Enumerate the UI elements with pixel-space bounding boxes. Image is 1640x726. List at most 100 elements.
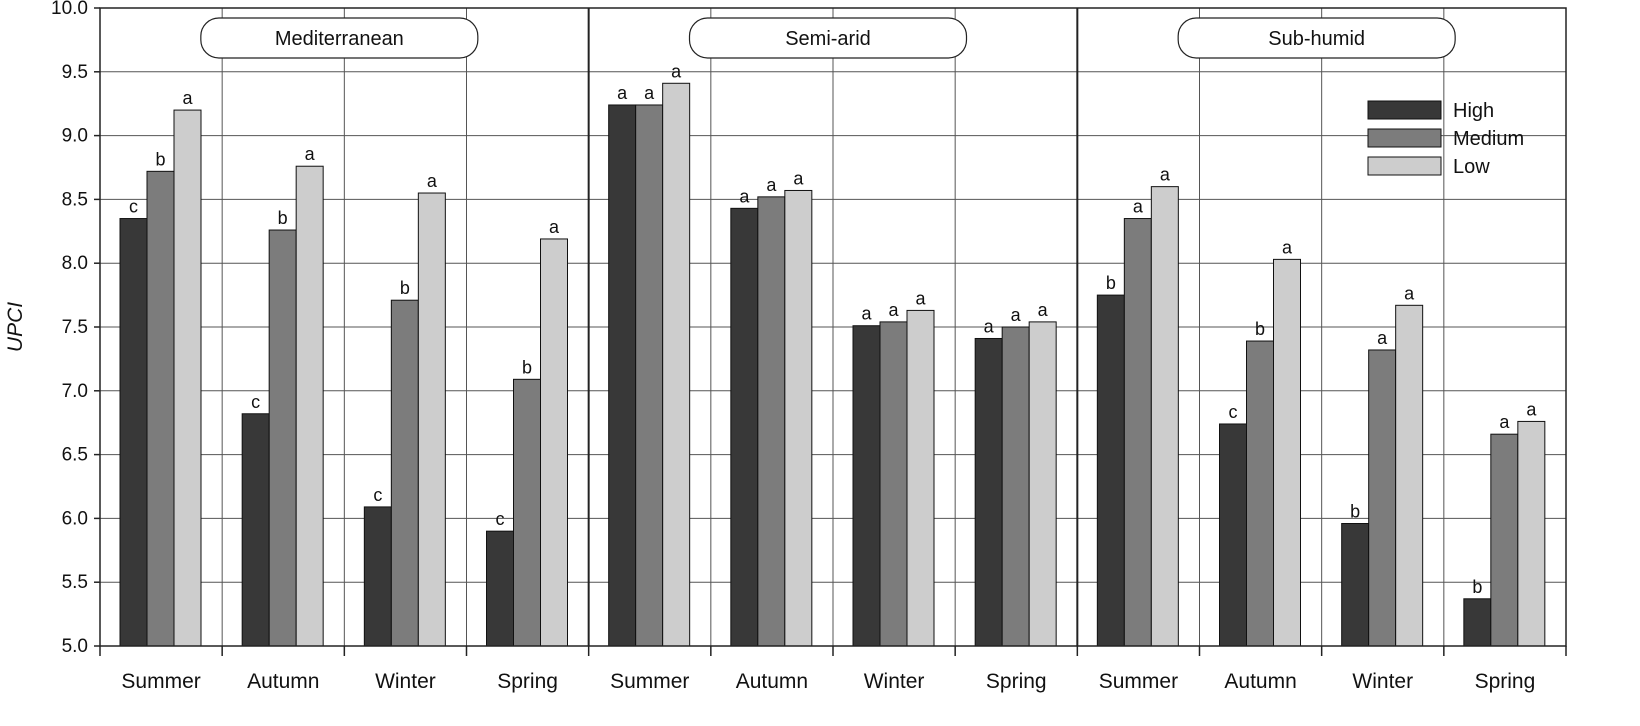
significance-letter: a (739, 186, 750, 206)
bar-high (1463, 598, 1492, 647)
bar-medium (1490, 433, 1519, 647)
significance-letter: a (644, 83, 655, 103)
bar-high (730, 207, 759, 647)
significance-letter: a (182, 88, 193, 108)
bar-medium (879, 321, 908, 647)
significance-letter: a (1526, 399, 1537, 419)
bars (119, 82, 1546, 647)
significance-letter: a (888, 300, 899, 320)
bar-medium (635, 104, 664, 647)
bar-low (1028, 321, 1057, 647)
x-tick-label: Summer (121, 670, 200, 693)
significance-letter: a (427, 171, 438, 191)
significance-letter: a (915, 288, 926, 308)
bar-low (906, 309, 935, 647)
bar-medium (390, 299, 419, 647)
x-tick-label: Winter (375, 670, 436, 693)
significance-letter: a (1038, 300, 1049, 320)
labels: 5.0 5.5 6.0 6.5 7.0 7.5 8.0 8.5 9.0 9.5 10.0 c b a Sum… (51, 0, 1537, 693)
significance-letter: a (766, 175, 777, 195)
x-tick-label: Winter (1352, 670, 1413, 693)
x-tick-label: Summer (1099, 670, 1178, 693)
y-tick-label: 9.0 (62, 126, 88, 147)
significance-letter: a (305, 144, 316, 164)
bar-medium (1123, 218, 1152, 647)
significance-letter: a (1011, 305, 1022, 325)
bar-high (608, 104, 637, 647)
bar-medium (1368, 349, 1397, 647)
x-tick-label: Spring (1475, 670, 1536, 693)
panel-title-box (1177, 17, 1456, 59)
y-axis-label: UPCI (4, 302, 27, 352)
significance-letter: b (1472, 577, 1482, 597)
bar-high (119, 218, 148, 647)
bar-medium (1246, 340, 1274, 647)
y-tick-label: 7.5 (62, 317, 88, 338)
panel-titles: Mediterranean Semi-arid Sub-humid (200, 17, 1456, 59)
panel-title: Semi-arid (785, 28, 871, 50)
significance-letter: a (1282, 237, 1293, 257)
bar-medium (146, 170, 175, 647)
bar-medium (757, 196, 786, 647)
significance-letter: c (251, 392, 260, 412)
x-tick-label: Autumn (1224, 670, 1296, 693)
bar-medium (1001, 326, 1030, 647)
bar-high (1096, 294, 1125, 647)
bar-low (173, 109, 202, 647)
bar-low (1395, 304, 1424, 647)
legend-label: Low (1453, 156, 1490, 178)
bar-high (363, 506, 392, 647)
y-tick-label: 9.5 (62, 62, 88, 83)
y-tick-label: 5.0 (62, 636, 88, 657)
legend: High Medium Low (1367, 100, 1524, 178)
y-tick-label: 6.5 (62, 445, 88, 466)
bar-low (417, 192, 446, 647)
x-tick-label: Autumn (736, 670, 808, 693)
x-tick-label: Spring (497, 670, 558, 693)
significance-letter: a (549, 217, 560, 237)
significance-letter: b (1255, 319, 1265, 339)
panel-title-box (688, 17, 968, 59)
y-tick-label: 8.5 (62, 189, 88, 210)
significance-letter: b (522, 357, 532, 377)
y-tick-label: 10.0 (51, 0, 88, 19)
bar-high (852, 325, 881, 647)
significance-letter: b (155, 149, 165, 169)
bar-high (1341, 523, 1370, 647)
bar-low (784, 189, 813, 647)
bar-high (974, 337, 1003, 647)
bar-low (1150, 186, 1179, 647)
panel-title: Mediterranean (275, 28, 404, 50)
bar-high (1219, 423, 1247, 647)
significance-letter: b (1350, 502, 1360, 522)
significance-letter: a (861, 304, 872, 324)
significance-letter: a (1404, 283, 1415, 303)
significance-letter: b (1106, 273, 1116, 293)
panel-title-box (200, 17, 479, 59)
significance-letter: c (1229, 402, 1238, 422)
significance-letter: a (1133, 197, 1144, 217)
bar-high (486, 530, 514, 647)
x-tick-label: Winter (864, 670, 925, 693)
legend-label: Medium (1453, 128, 1524, 150)
significance-letter: b (278, 208, 288, 228)
legend-swatch (1367, 128, 1442, 148)
axes (94, 7, 1567, 656)
y-tick-label: 8.0 (62, 253, 88, 274)
significance-letter: c (496, 509, 505, 529)
bar-low (295, 165, 324, 647)
bar-medium (268, 229, 297, 647)
significance-letter: a (984, 316, 995, 336)
x-tick-label: Summer (610, 670, 689, 693)
legend-swatch (1367, 100, 1442, 120)
bar-high (241, 413, 270, 647)
y-tick-label: 6.0 (62, 508, 88, 529)
legend-label: High (1453, 100, 1494, 122)
significance-letter: b (400, 278, 410, 298)
significance-letter: a (793, 168, 804, 188)
bar-low (1517, 420, 1546, 647)
x-tick-label: Spring (986, 670, 1047, 693)
bar-low (540, 238, 568, 647)
legend-swatch (1367, 156, 1442, 176)
